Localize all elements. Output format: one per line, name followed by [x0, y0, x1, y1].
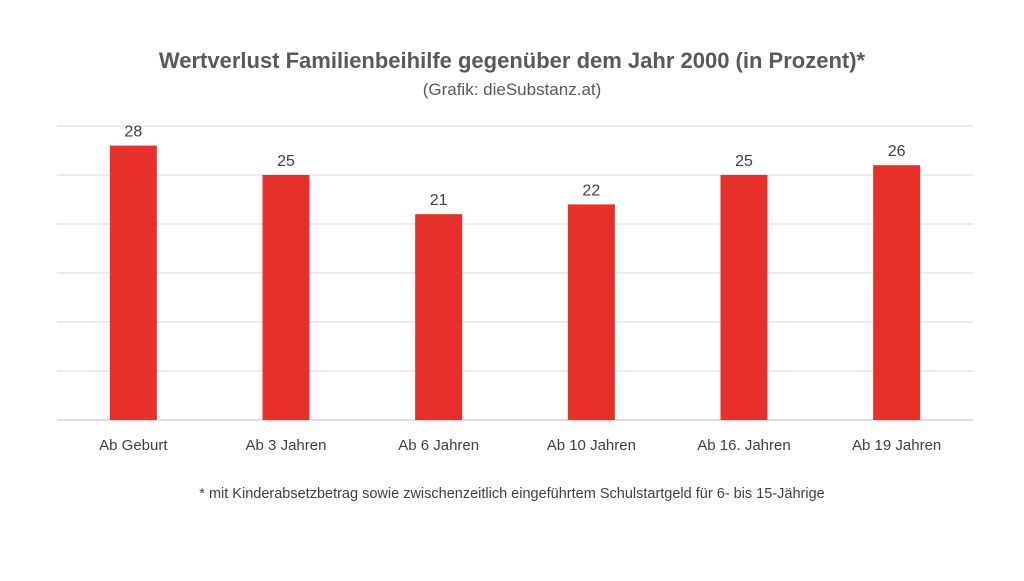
bar — [415, 214, 463, 420]
bar — [262, 175, 310, 420]
x-tick-labels: Ab Geburt Ab 3 Jahren Ab 6 Jahren Ab 10 Jah… — [99, 437, 941, 454]
x-tick-label: Ab Geburt — [99, 437, 168, 454]
bar — [720, 175, 768, 420]
data-label: 26 — [888, 143, 906, 160]
x-tick-label: Ab 3 Jahren — [246, 437, 327, 454]
bar — [109, 145, 157, 420]
data-label: 25 — [735, 153, 753, 170]
bars — [109, 145, 921, 420]
bar — [873, 165, 921, 420]
gridlines — [57, 125, 973, 421]
x-tick-label: Ab 6 Jahren — [398, 437, 479, 454]
chart-title: Wertverlust Familienbeihilfe gegenüber d… — [158, 48, 866, 73]
bar — [567, 204, 615, 420]
footnote: * mit Kinderabsetzbetrag sowie zwischenz… — [199, 486, 825, 502]
data-label: 21 — [430, 192, 448, 209]
x-tick-label: Ab 19 Jahren — [852, 437, 941, 454]
x-tick-label: Ab 16. Jahren — [697, 437, 790, 454]
data-label: 28 — [124, 124, 142, 141]
data-label: 22 — [582, 182, 600, 199]
chart-subtitle: (Grafik: dieSubstanz.at) — [422, 80, 602, 99]
x-tick-label: Ab 10 Jahren — [547, 437, 636, 454]
data-labels: 28 25 21 22 25 26 — [124, 124, 905, 210]
data-label: 25 — [277, 153, 295, 170]
